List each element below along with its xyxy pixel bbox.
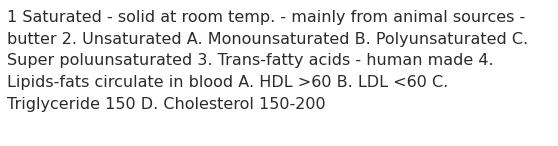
Text: 1 Saturated - solid at room temp. - mainly from animal sources -
butter 2. Unsat: 1 Saturated - solid at room temp. - main…	[7, 10, 528, 112]
